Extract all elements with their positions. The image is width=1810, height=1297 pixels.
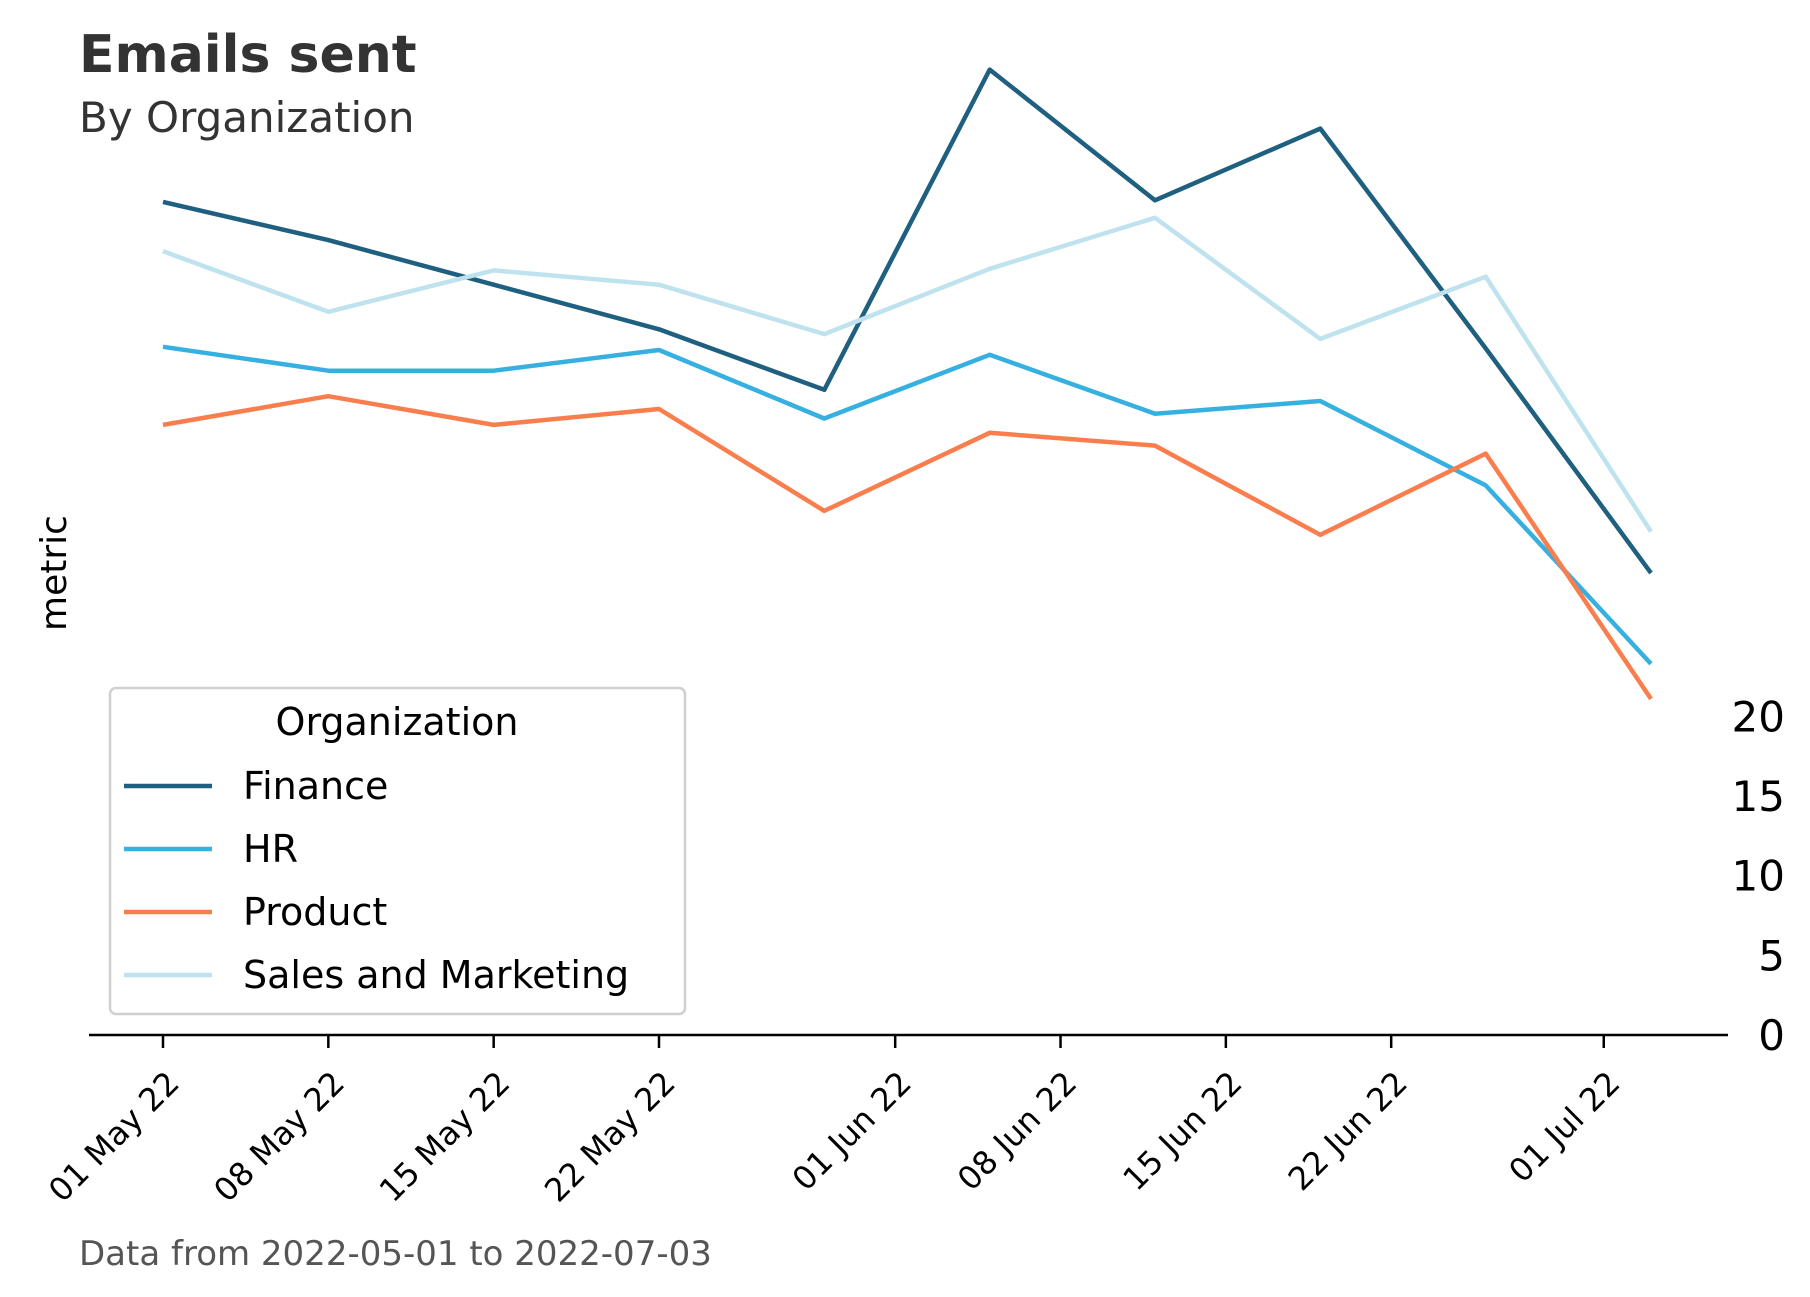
x-tick-label: 08 Jun 22 [950,1064,1084,1198]
series-line-sales-and-marketing [162,215,1653,533]
y-tick-label: 15 [1732,772,1785,821]
legend-box [108,686,687,1016]
x-tick-label: 15 Jun 22 [1115,1064,1249,1198]
y-tick-label: 0 [1758,1011,1785,1060]
series-layer [162,67,1653,701]
y-tick-label: 20 [1732,692,1785,741]
x-tick-label: 01 Jul 22 [1501,1064,1627,1190]
legend: Organization Finance HR Product Sales and M… [108,686,687,1016]
y-tick-label: 5 [1758,931,1785,980]
x-tick-label: 22 Jun 22 [1281,1064,1415,1198]
series-line-hr [162,344,1653,666]
legend-label: Product [243,890,387,934]
chart-subtitle: By Organization [79,93,415,142]
y-axis-label: metric [34,515,75,631]
series-line-product [162,393,1653,701]
legend-title: Organization [276,700,519,744]
legend-label: Finance [243,764,388,808]
x-tick-label: 08 May 22 [206,1064,352,1210]
legend-label: Sales and Marketing [243,953,629,997]
x-tick-label: 01 Jun 22 [785,1064,919,1198]
series-line-finance [162,67,1653,575]
x-tick-label: 22 May 22 [537,1064,683,1210]
x-tick-label: 15 May 22 [372,1064,518,1210]
x-tick-label: 01 May 22 [41,1064,187,1210]
legend-label: HR [243,827,298,871]
chart-title: Emails sent [79,25,417,85]
legend-items: Finance HR Product Sales and Marketing [124,764,629,997]
y-axis-ticks: 0 5 10 15 20 [1732,692,1785,1060]
y-tick-label: 10 [1732,852,1785,901]
x-axis-ticks: 01 May 22 08 May 22 15 May 22 22 May 22 01 J… [41,1035,1627,1209]
chart-caption: Data from 2022-05-01 to 2022-07-03 [79,1234,712,1274]
